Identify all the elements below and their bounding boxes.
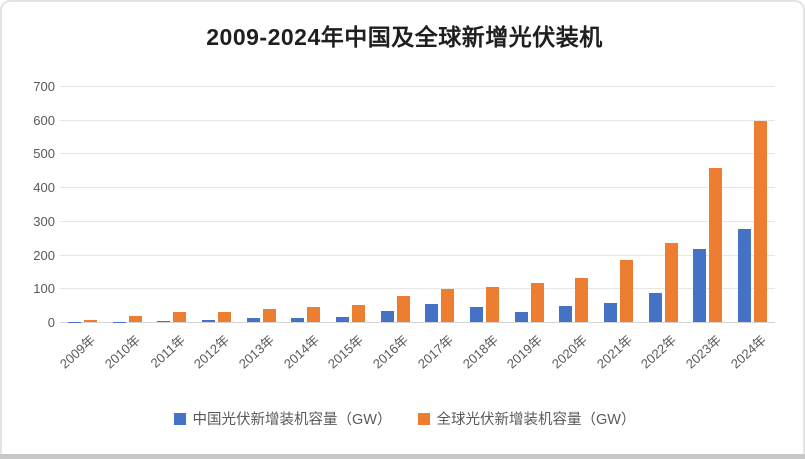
bar-group-2009年 [60, 319, 105, 322]
bar-china-2024年 [738, 228, 752, 322]
gridline-600 [60, 119, 775, 121]
bar-group-2014年 [283, 306, 328, 322]
legend-swatch-china-icon [173, 412, 186, 425]
x-tick-label-2011年: 2011年 [147, 332, 188, 371]
bar-china-2020年 [559, 305, 573, 322]
bar-global-2022年 [664, 242, 678, 322]
x-tick-label-2021年: 2021年 [593, 332, 635, 372]
legend-item-china: 中国光伏新增装机容量（GW） [173, 408, 392, 429]
y-tick-label-700: 700 [33, 79, 55, 94]
bar-china-2017年 [425, 304, 439, 322]
x-tick-label-2013年: 2013年 [235, 332, 278, 372]
legend-label-global: 全球光伏新增装机容量（GW） [436, 412, 636, 428]
gridline-200 [60, 254, 775, 256]
gridline-100 [60, 288, 775, 290]
y-tick-label-200: 200 [33, 247, 55, 263]
bar-china-2013年 [246, 318, 260, 322]
y-tick-label-300: 300 [33, 213, 55, 229]
bar-global-2009年 [83, 319, 97, 322]
bar-china-2021年 [604, 303, 618, 322]
legend-item-global: 全球光伏新增装机容量（GW） [417, 408, 636, 429]
bar-group-2021年 [596, 259, 641, 322]
bar-group-2013年 [239, 309, 284, 322]
bar-global-2015年 [351, 304, 365, 322]
bar-global-2014年 [307, 306, 321, 322]
bar-china-2014年 [291, 318, 305, 322]
x-tick-label-2010年: 2010年 [101, 332, 144, 372]
gridline-0 [60, 322, 775, 323]
bar-china-2016年 [380, 310, 394, 322]
bar-china-2018年 [470, 307, 484, 322]
bar-global-2024年 [754, 121, 768, 322]
bar-china-2015年 [335, 316, 349, 322]
bar-china-2023年 [693, 248, 707, 322]
bar-china-2011年 [157, 321, 171, 322]
x-tick-label-2019年: 2019年 [504, 332, 546, 372]
bar-global-2012年 [217, 311, 231, 322]
bar-china-2019年 [514, 311, 528, 322]
gridline-700 [60, 86, 775, 87]
bar-china-2009年 [67, 321, 81, 322]
y-tick-label-100: 100 [33, 281, 55, 297]
bar-group-2010年 [105, 316, 150, 322]
bar-global-2011年 [173, 311, 187, 322]
x-tick-label-2024年: 2024年 [727, 332, 769, 372]
bar-china-2022年 [648, 292, 662, 322]
bar-global-2016年 [396, 296, 410, 322]
bar-group-2015年 [328, 304, 373, 322]
gridline-500 [60, 153, 775, 155]
x-tick-label-2015年: 2015年 [325, 332, 367, 372]
bar-group-2011年 [149, 311, 194, 322]
bar-group-2017年 [418, 288, 463, 322]
x-tick-label-2018年: 2018年 [459, 332, 501, 372]
x-tick-label-2012年: 2012年 [191, 332, 233, 372]
bar-group-2024年 [730, 121, 775, 322]
bar-group-2019年 [507, 282, 552, 322]
x-tick-label-2022年: 2022年 [638, 332, 680, 372]
x-tick-label-2016年: 2016年 [370, 332, 412, 372]
y-tick-label-600: 600 [33, 112, 55, 128]
bar-global-2013年 [262, 309, 276, 322]
card-bottom-edge [0, 454, 805, 459]
x-tick-label-2009年: 2009年 [57, 332, 99, 372]
bar-global-2023年 [709, 167, 723, 322]
plot-area: 0 100 200 300 400 500 600 700 [33, 80, 775, 329]
bar-global-2010年 [128, 316, 142, 322]
x-tick-label-2023年: 2023年 [682, 332, 725, 372]
bar-group-2018年 [462, 286, 507, 322]
chart-title: 2009-2024年中国及全球新增光伏装机 [206, 24, 603, 50]
bar-group-2022年 [641, 242, 686, 322]
bar-group-2012年 [194, 311, 239, 322]
bar-global-2019年 [530, 282, 544, 322]
bar-group-2016年 [373, 296, 418, 322]
bar-group-2020年 [552, 277, 597, 322]
bar-global-2021年 [620, 259, 634, 322]
bar-china-2012年 [201, 320, 215, 322]
legend-label-china: 中国光伏新增装机容量（GW） [192, 412, 392, 428]
gridline-400 [60, 187, 775, 189]
bar-global-2017年 [441, 288, 455, 322]
legend-swatch-global-icon [417, 412, 430, 425]
bar-group-2023年 [686, 167, 731, 322]
legend: 中国光伏新增装机容量（GW） 全球光伏新增装机容量（GW） [2, 408, 805, 429]
y-tick-label-400: 400 [33, 180, 55, 196]
x-tick-label-2017年: 2017年 [414, 332, 456, 372]
x-tick-label-2020年: 2020年 [548, 332, 590, 372]
bar-global-2018年 [486, 286, 500, 322]
y-tick-label-500: 500 [33, 146, 55, 162]
bar-china-2010年 [112, 321, 126, 322]
gridline-300 [60, 220, 775, 222]
x-tick-label-2014年: 2014年 [280, 332, 322, 372]
y-tick-label-0: 0 [47, 315, 55, 330]
bar-global-2020年 [575, 277, 589, 322]
